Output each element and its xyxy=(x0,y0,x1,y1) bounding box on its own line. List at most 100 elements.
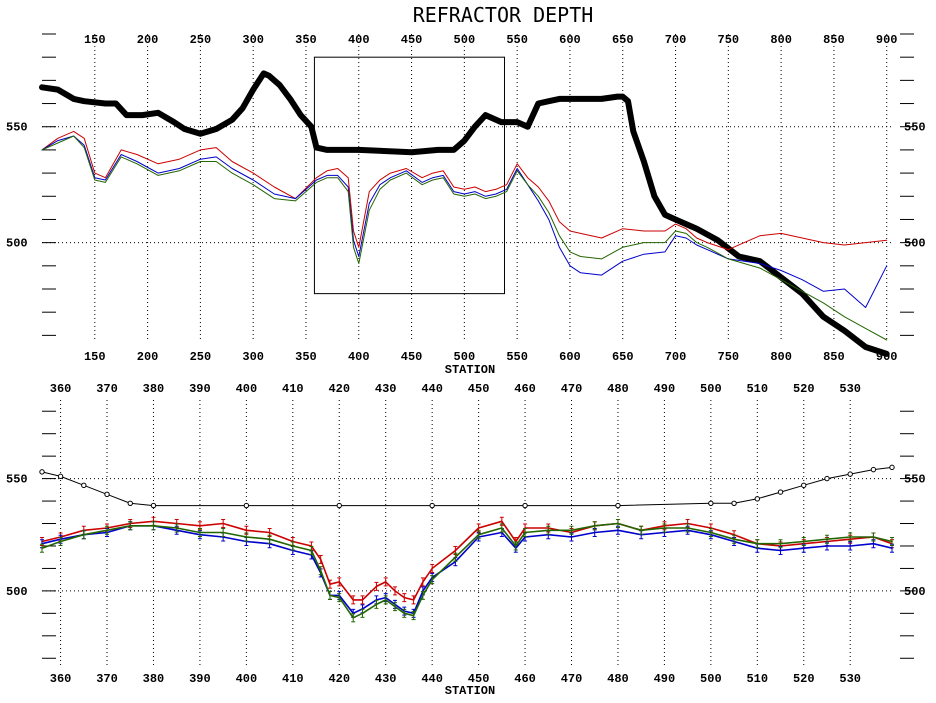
x-tick-label-bottom: 800 xyxy=(770,350,792,364)
overview-plot: 150 150 200 200 250 250 300 300 350 350 400 400 450 4… xyxy=(6,33,926,364)
data-point xyxy=(731,500,737,507)
x-tick-label-bottom: 500 xyxy=(700,672,722,686)
y-tick-label-right: 500 xyxy=(904,237,926,251)
x-tick-label-top: 360 xyxy=(50,382,72,396)
x-tick-label-top: 530 xyxy=(839,382,861,396)
x-tick-label-top: 700 xyxy=(665,33,687,47)
y-tick-label-left: 550 xyxy=(6,121,28,135)
x-tick-label-top: 370 xyxy=(96,382,118,396)
data-point xyxy=(801,482,807,489)
x-tick-label-bottom: 420 xyxy=(328,672,350,686)
x-tick-label-bottom: 200 xyxy=(137,350,159,364)
x-axis-label-top: STATION xyxy=(445,363,495,377)
x-tick-label-bottom: 520 xyxy=(793,672,815,686)
x-tick-label-top: 390 xyxy=(189,382,211,396)
x-tick-label-bottom: 500 xyxy=(454,350,476,364)
x-axis-label-bottom: STATION xyxy=(445,684,495,698)
x-tick-label-top: 430 xyxy=(375,382,397,396)
data-point xyxy=(104,491,110,498)
data-point xyxy=(708,500,714,507)
x-tick-label-bottom: 390 xyxy=(189,672,211,686)
data-point xyxy=(522,502,528,509)
x-tick-label-top: 520 xyxy=(793,382,815,396)
x-tick-label-top: 470 xyxy=(561,382,583,396)
x-tick-label-top: 450 xyxy=(401,33,423,47)
series-line-0 xyxy=(39,70,890,357)
data-point xyxy=(870,466,877,473)
x-tick-label-bottom: 480 xyxy=(607,672,629,686)
x-tick-label-top: 460 xyxy=(514,382,536,396)
x-tick-label-bottom: 460 xyxy=(514,672,536,686)
x-tick-label-bottom: 300 xyxy=(242,350,264,364)
data-point xyxy=(150,502,157,509)
data-point xyxy=(824,475,830,482)
series-line-1 xyxy=(41,520,893,601)
data-point xyxy=(127,500,133,507)
x-tick-label-bottom: 450 xyxy=(468,672,490,686)
data-point xyxy=(57,473,64,480)
x-tick-label-bottom: 510 xyxy=(746,672,768,686)
x-tick-label-bottom: 350 xyxy=(295,350,317,364)
y-tick-label-left: 550 xyxy=(6,473,28,487)
x-tick-label-bottom: 400 xyxy=(236,672,258,686)
series-line-0 xyxy=(41,466,893,507)
data-point xyxy=(39,469,45,475)
x-tick-label-top: 300 xyxy=(242,33,264,47)
x-tick-label-bottom: 360 xyxy=(50,672,72,686)
x-tick-label-bottom: 470 xyxy=(561,672,583,686)
x-tick-label-bottom: 600 xyxy=(559,350,581,364)
series-line-3 xyxy=(41,135,888,341)
x-tick-label-top: 850 xyxy=(823,33,845,47)
x-tick-label-top: 450 xyxy=(468,382,490,396)
series-line-2 xyxy=(41,524,893,615)
x-tick-label-bottom: 410 xyxy=(282,672,304,686)
data-point xyxy=(336,502,342,509)
x-tick-label-top: 250 xyxy=(190,33,212,47)
y-tick-label-right: 550 xyxy=(904,473,926,487)
x-tick-label-top: 400 xyxy=(348,33,370,47)
x-tick-label-top: 380 xyxy=(143,382,165,396)
y-tick-label-left: 500 xyxy=(6,585,28,599)
x-tick-label-bottom: 490 xyxy=(654,672,676,686)
chart-title: REFRACTOR DEPTH xyxy=(413,3,594,27)
x-tick-label-top: 410 xyxy=(282,382,304,396)
data-point xyxy=(81,482,87,489)
x-tick-label-bottom: 440 xyxy=(421,672,443,686)
y-tick-label-right: 500 xyxy=(904,585,926,599)
data-point xyxy=(243,502,250,509)
x-tick-label-top: 500 xyxy=(454,33,476,47)
zoom-plot: 360 360 370 370 380 380 390 390 400 400 410 410 420 4… xyxy=(6,382,926,686)
x-tick-label-bottom: 430 xyxy=(375,672,397,686)
series-line-1 xyxy=(41,130,888,251)
data-point xyxy=(615,502,621,509)
data-point xyxy=(754,496,761,502)
series-line-2 xyxy=(41,135,888,308)
x-tick-label-top: 420 xyxy=(328,382,350,396)
x-tick-label-bottom: 650 xyxy=(612,350,634,364)
x-tick-label-bottom: 850 xyxy=(823,350,845,364)
x-tick-label-top: 400 xyxy=(236,382,258,396)
x-tick-label-top: 510 xyxy=(746,382,768,396)
x-tick-label-bottom: 700 xyxy=(665,350,687,364)
x-tick-label-top: 350 xyxy=(295,33,317,47)
data-point xyxy=(429,502,435,509)
y-tick-label-left: 500 xyxy=(6,237,28,251)
series-line-3 xyxy=(41,522,893,619)
x-tick-label-bottom: 400 xyxy=(348,350,370,364)
x-tick-label-bottom: 150 xyxy=(84,350,106,364)
y-tick-label-right: 550 xyxy=(904,121,926,135)
x-tick-label-top: 750 xyxy=(718,33,740,47)
x-tick-label-bottom: 250 xyxy=(190,350,212,364)
x-tick-label-bottom: 550 xyxy=(506,350,528,364)
x-tick-label-top: 150 xyxy=(84,33,106,47)
x-tick-label-bottom: 530 xyxy=(839,672,861,686)
data-point xyxy=(847,471,853,477)
x-tick-label-top: 800 xyxy=(770,33,792,47)
zoom-box xyxy=(313,56,505,295)
x-tick-label-top: 600 xyxy=(559,33,581,47)
x-tick-label-bottom: 380 xyxy=(143,672,165,686)
x-tick-label-top: 500 xyxy=(700,382,722,396)
x-tick-label-top: 440 xyxy=(421,382,443,396)
x-tick-label-bottom: 750 xyxy=(718,350,740,364)
